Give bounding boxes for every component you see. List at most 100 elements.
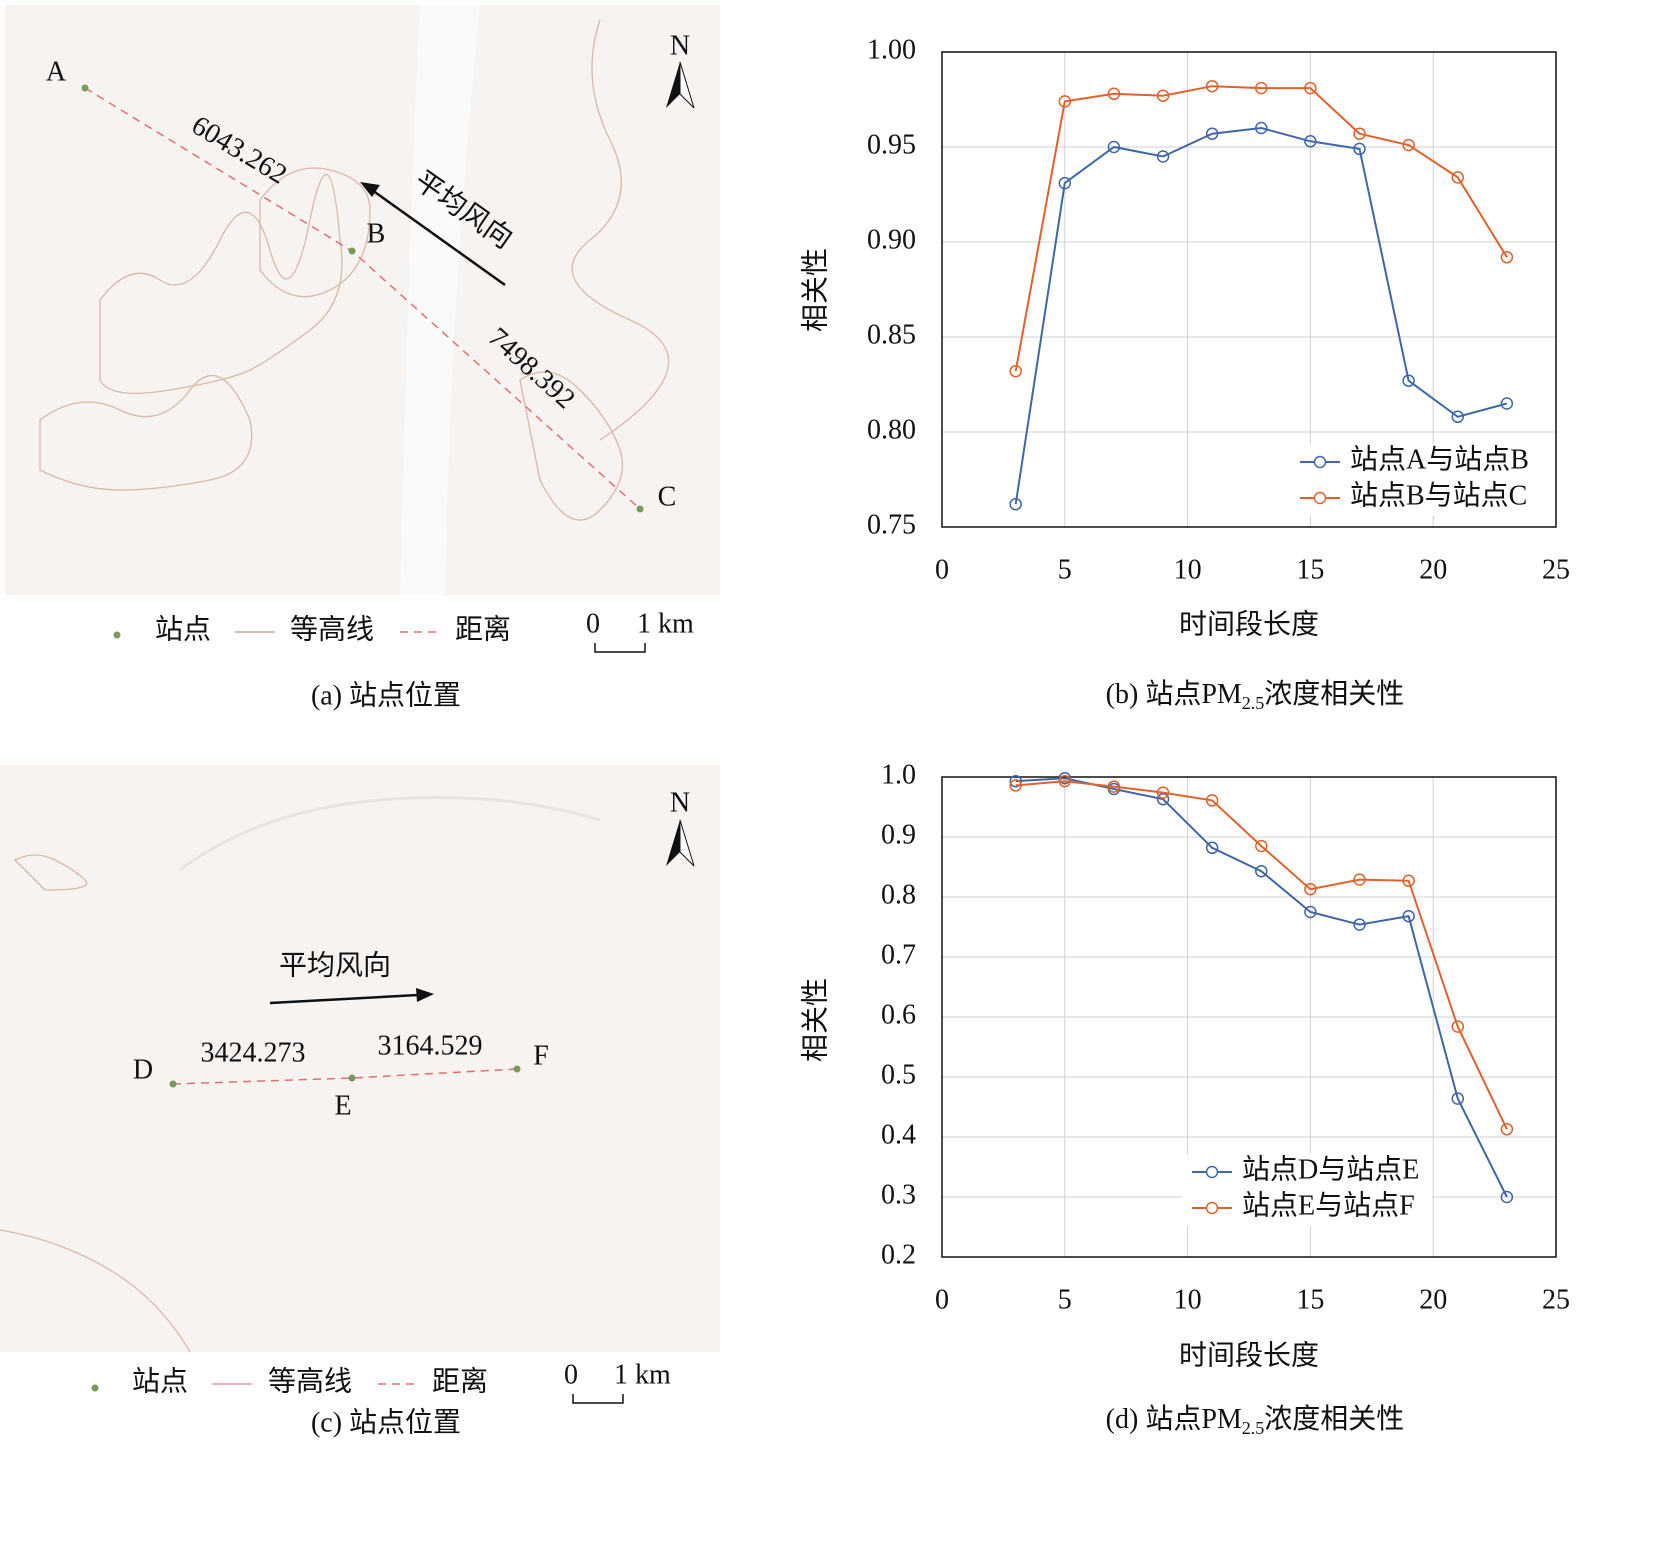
series-line [1014,126,1508,505]
y-tick-label: 0.90 [867,224,916,255]
distance-label: 3424.273 [201,1037,306,1068]
data-point [1500,397,1514,410]
legend-label: 站点 [155,613,211,645]
x-tick-label: 20 [1419,1284,1447,1315]
contour [13,854,88,891]
data-point [1500,1122,1514,1136]
data-point [1205,79,1219,93]
y-tick-label: 0.7 [881,939,916,970]
y-axis-label: 相关性 [799,248,831,332]
legend-label: 等高线 [290,613,374,645]
y-tick-label: 0.9 [881,819,916,850]
station-label: A [46,56,67,87]
station [81,84,89,92]
data-point [1402,874,1415,888]
legend-symbol [91,1384,99,1392]
data-point [1205,127,1219,140]
data-point [1205,841,1219,855]
series-line [1014,85,1508,372]
data-point [1353,127,1366,140]
data-point [1402,138,1415,152]
data-point [1107,780,1121,793]
legend-label: 站点 [132,1365,188,1397]
data-point [1451,1020,1465,1033]
x-tick-label: 10 [1174,554,1202,585]
plot-frame [941,776,1557,1258]
data-point [1255,864,1268,878]
north-label: N [670,787,690,818]
station [348,1074,356,1082]
caption-part: 浓度相关性 [1264,678,1404,710]
y-axis-label: 相关性 [799,978,831,1062]
data-point [1304,882,1317,896]
series-line [1015,780,1508,1130]
caption-part: 浓度相关性 [1264,1403,1404,1435]
plot-frame [941,51,1557,528]
station-label: D [133,1054,153,1085]
y-tick-label: 1.00 [867,34,916,65]
data-point [1009,364,1022,378]
y-tick-label: 0.75 [867,509,916,540]
data-point [1058,176,1072,190]
map-c: D E F 3424.273 3164.529 平均风向 N 站点 等高线 距离… [0,765,720,1438]
data-point [1009,779,1022,792]
data-point [1156,786,1170,799]
scale-label: 1 km [614,1359,671,1390]
x-tick-label: 5 [1058,1284,1072,1315]
caption: (a) 站点位置 [311,679,461,711]
legend-label: 等高线 [268,1365,352,1397]
data-point [1500,250,1514,264]
data-point [1156,792,1170,806]
x-tick-label: 25 [1542,554,1570,585]
data-point [1107,87,1121,101]
y-tick-label: 0.3 [881,1179,916,1210]
scale-label: 0 [564,1359,578,1390]
terrain [179,796,601,872]
station [636,505,644,513]
y-tick-label: 0.2 [881,1239,916,1270]
data-point [1304,135,1317,148]
data-point [1107,140,1121,154]
contour [519,371,624,521]
x-tick-label: 25 [1542,1284,1570,1315]
station [169,1080,177,1088]
caption-part: (d) 站点PM [1106,1403,1242,1435]
data-point [1058,774,1072,788]
contour [39,374,253,491]
data-point [1500,1190,1514,1204]
distance-label: 3164.529 [378,1030,483,1061]
y-tick-label: 1.0 [881,759,916,790]
data-point [1353,873,1366,886]
data-point [1353,918,1366,931]
data-point [1255,121,1268,135]
legend-label: 站点B与站点C [1350,479,1527,511]
scale-bar [594,643,646,653]
scale-label: 0 [586,608,600,639]
legend-label: 距离 [455,613,511,645]
data-point [1353,142,1366,156]
data-point [1205,794,1219,807]
wind-arrow [269,993,419,1005]
data-point [1255,839,1268,853]
contour [0,1229,191,1353]
station-label: E [334,1090,351,1121]
station-label: B [367,218,386,249]
station-label: C [658,481,677,512]
distance-line [172,1068,518,1085]
y-tick-label: 0.85 [867,319,916,350]
data-point [1058,771,1072,785]
legend-symbol [1313,491,1327,505]
wind-arrow [371,188,506,287]
x-tick-label: 0 [935,554,949,585]
north-arrow [679,61,695,109]
caption: (b) 站点PM2.5浓度相关性 [1106,678,1405,713]
scale-bar [572,1394,624,1404]
data-point [1156,150,1170,163]
caption: (c) 站点位置 [311,1406,461,1438]
legend-label: 站点E与站点F [1242,1189,1415,1221]
data-point [1009,774,1022,788]
x-tick-label: 5 [1058,554,1072,585]
north-arrow [666,62,680,108]
y-tick-label: 0.80 [867,414,916,445]
